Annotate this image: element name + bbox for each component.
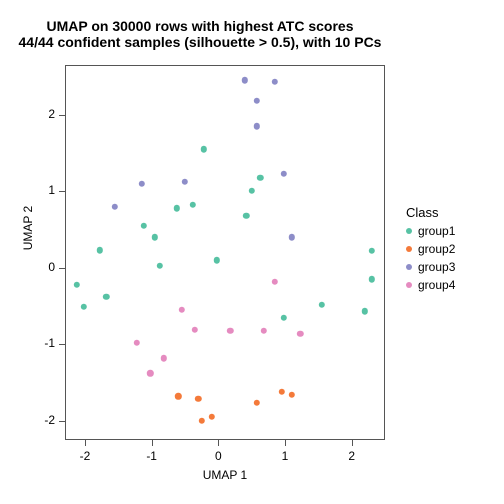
x-tick: [152, 440, 153, 446]
x-tick-label: 2: [342, 449, 362, 463]
legend: Class group1 group2 group3 group4: [406, 205, 455, 292]
x-tick-label: 0: [208, 449, 228, 463]
y-tick-label: 2: [39, 107, 55, 121]
legend-swatch: [406, 228, 412, 234]
x-tick: [218, 440, 219, 446]
y-tick-label: -1: [39, 336, 55, 350]
y-tick-label: 0: [39, 260, 55, 274]
legend-label: group1: [418, 224, 455, 238]
plot-area: [65, 65, 385, 440]
legend-label: group4: [418, 278, 455, 292]
legend-item: group4: [406, 278, 455, 292]
x-axis-label: UMAP 1: [65, 468, 385, 482]
chart-title-line2: 44/44 confident samples (silhouette > 0.…: [0, 34, 400, 50]
y-tick: [59, 421, 65, 422]
y-tick-label: -2: [39, 413, 55, 427]
y-tick: [59, 191, 65, 192]
y-tick: [59, 115, 65, 116]
x-tick-label: 1: [275, 449, 295, 463]
legend-title: Class: [406, 205, 455, 220]
legend-item: group1: [406, 224, 455, 238]
chart-container: UMAP on 30000 rows with highest ATC scor…: [0, 0, 504, 504]
legend-item: group3: [406, 260, 455, 274]
y-tick: [59, 268, 65, 269]
legend-swatch: [406, 282, 412, 288]
y-axis-label: UMAP 2: [21, 178, 35, 278]
y-tick: [59, 344, 65, 345]
legend-swatch: [406, 264, 412, 270]
x-tick-label: -1: [142, 449, 162, 463]
legend-label: group3: [418, 260, 455, 274]
chart-title-block: UMAP on 30000 rows with highest ATC scor…: [0, 18, 400, 50]
y-tick-label: 1: [39, 183, 55, 197]
x-tick: [85, 440, 86, 446]
legend-label: group2: [418, 242, 455, 256]
legend-item: group2: [406, 242, 455, 256]
x-tick: [285, 440, 286, 446]
x-tick: [352, 440, 353, 446]
x-tick-label: -2: [75, 449, 95, 463]
chart-title-line1: UMAP on 30000 rows with highest ATC scor…: [0, 18, 400, 34]
legend-swatch: [406, 246, 412, 252]
